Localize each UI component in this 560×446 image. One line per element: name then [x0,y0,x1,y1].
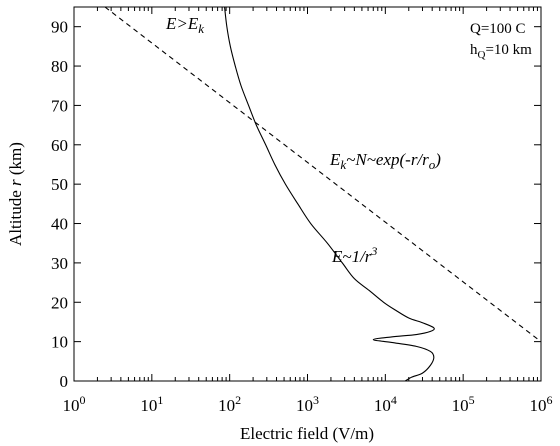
y-tick-label: 20 [51,293,68,312]
x-tick-label: 104 [374,393,397,415]
series-layer [104,6,542,382]
info-height: hQ=10 km [470,42,532,61]
y-tick-label: 0 [60,372,69,391]
series-line-dashed [104,6,542,343]
x-tick-label: 103 [296,393,319,415]
plot-frame [73,6,542,382]
y-tick-label: 50 [51,175,68,194]
y-tick-label: 70 [51,96,68,115]
annotation-ek-threshold: Ek~N~exp(-r/ro) [329,150,441,172]
info-charge: Q=100 C [470,21,526,37]
y-tick-label: 10 [51,333,68,352]
x-tick-label: 102 [218,393,241,415]
annotation-e-exceeds-ek: E>Ek [165,14,204,36]
y-tick-label: 60 [51,136,68,155]
x-tick-label: 105 [452,393,475,415]
y-tick-label: 40 [51,215,68,234]
x-ticks: 100 101 102 103 104 105 106 [63,7,553,415]
y-tick-label: 90 [51,18,68,37]
x-tick-label: 101 [140,393,163,415]
x-tick-label: 100 [63,393,86,415]
y-axis-label: Altitude r (km) [6,142,25,246]
annotation-e-falloff: E~1/r3 [331,244,377,266]
y-ticks: 0 10 20 30 40 50 60 70 80 90 [51,18,541,391]
x-tick-label: 106 [530,393,553,415]
series-line-solid [224,6,435,382]
y-tick-label: 80 [51,57,68,76]
y-tick-label: 30 [51,254,68,273]
x-axis-label: Electric field (V/m) [240,424,374,443]
